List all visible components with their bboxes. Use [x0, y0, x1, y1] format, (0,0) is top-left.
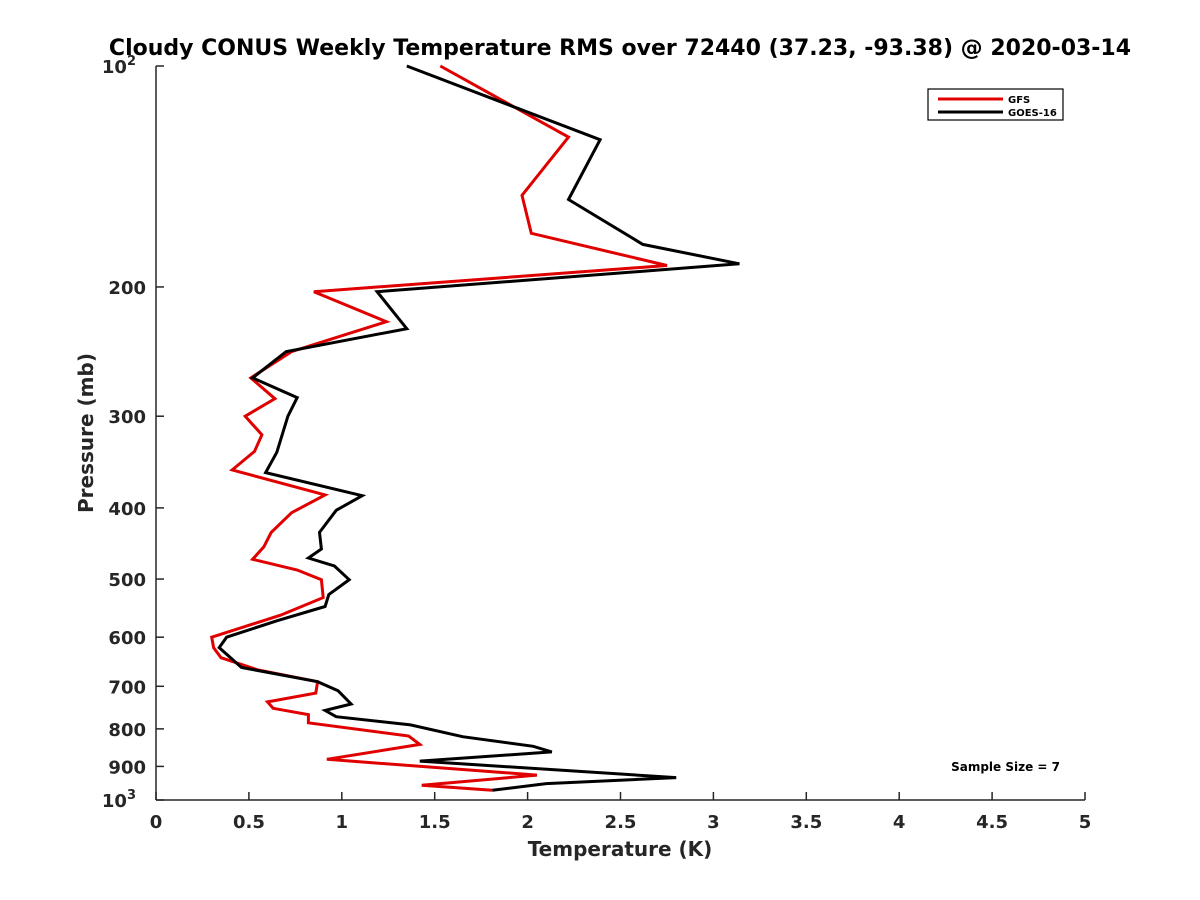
- y-tick-label-base: 10: [102, 791, 127, 812]
- y-tick-label-base: 10: [102, 57, 127, 78]
- legend-label: GOES-16: [1008, 108, 1057, 119]
- legend-label: GFS: [1008, 95, 1030, 106]
- x-tick-label: 1.5: [419, 812, 451, 833]
- y-tick-label-base: 900: [108, 757, 146, 778]
- y-tick-label: 800: [108, 720, 146, 741]
- y-tick-label-base: 700: [108, 677, 146, 698]
- y-tick-label-base: 200: [108, 278, 146, 299]
- x-tick-label: 4.5: [976, 812, 1008, 833]
- y-tick-label-base: 400: [108, 499, 146, 520]
- y-tick-label: 900: [108, 757, 146, 778]
- x-tick-label: 0: [150, 812, 163, 833]
- y-tick-label: 700: [108, 677, 146, 698]
- series-line-goes-16: [217, 64, 740, 792]
- y-tick-label: 600: [108, 628, 146, 649]
- y-tick-label-base: 500: [108, 570, 146, 591]
- y-tick-label: 103: [102, 788, 136, 812]
- y-tick-label-base: 800: [108, 720, 146, 741]
- y-tick-label: 500: [108, 570, 146, 591]
- x-tick-label: 4: [893, 812, 906, 833]
- chart-title: Cloudy CONUS Weekly Temperature RMS over…: [109, 36, 1131, 61]
- series-line-gfs: [209, 64, 668, 792]
- x-tick-label: 3.5: [790, 812, 822, 833]
- y-tick-label: 300: [108, 407, 146, 428]
- x-tick-label: 2: [521, 812, 534, 833]
- x-axis-ticks: 0 0.5 1 1.5 2 2.5 3 3.5 4 4.5 5: [150, 792, 1092, 833]
- y-tick-label: 200: [108, 278, 146, 299]
- x-tick-label: 2.5: [605, 812, 637, 833]
- y-tick-label-base: 600: [108, 628, 146, 649]
- x-tick-label: 3: [707, 812, 720, 833]
- y-axis-label: Pressure (mb): [74, 353, 98, 513]
- plot-area: [155, 66, 1085, 801]
- x-tick-label: 5: [1079, 812, 1092, 833]
- y-tick-label: 102: [102, 54, 136, 78]
- legend-box: [927, 88, 1064, 121]
- x-axis-label: Temperature (K): [528, 837, 713, 861]
- sample-size-annotation: Sample Size = 7: [951, 760, 1060, 774]
- y-tick-label-exponent: 3: [127, 788, 136, 803]
- series-layer: [209, 64, 740, 792]
- y-tick-label-base: 300: [108, 407, 146, 428]
- x-tick-label: 0.5: [233, 812, 265, 833]
- x-tick-label: 1: [336, 812, 349, 833]
- legend: GFS GOES-16: [927, 88, 1064, 121]
- y-tick-label-exponent: 2: [127, 54, 136, 69]
- y-tick-label: 400: [108, 499, 146, 520]
